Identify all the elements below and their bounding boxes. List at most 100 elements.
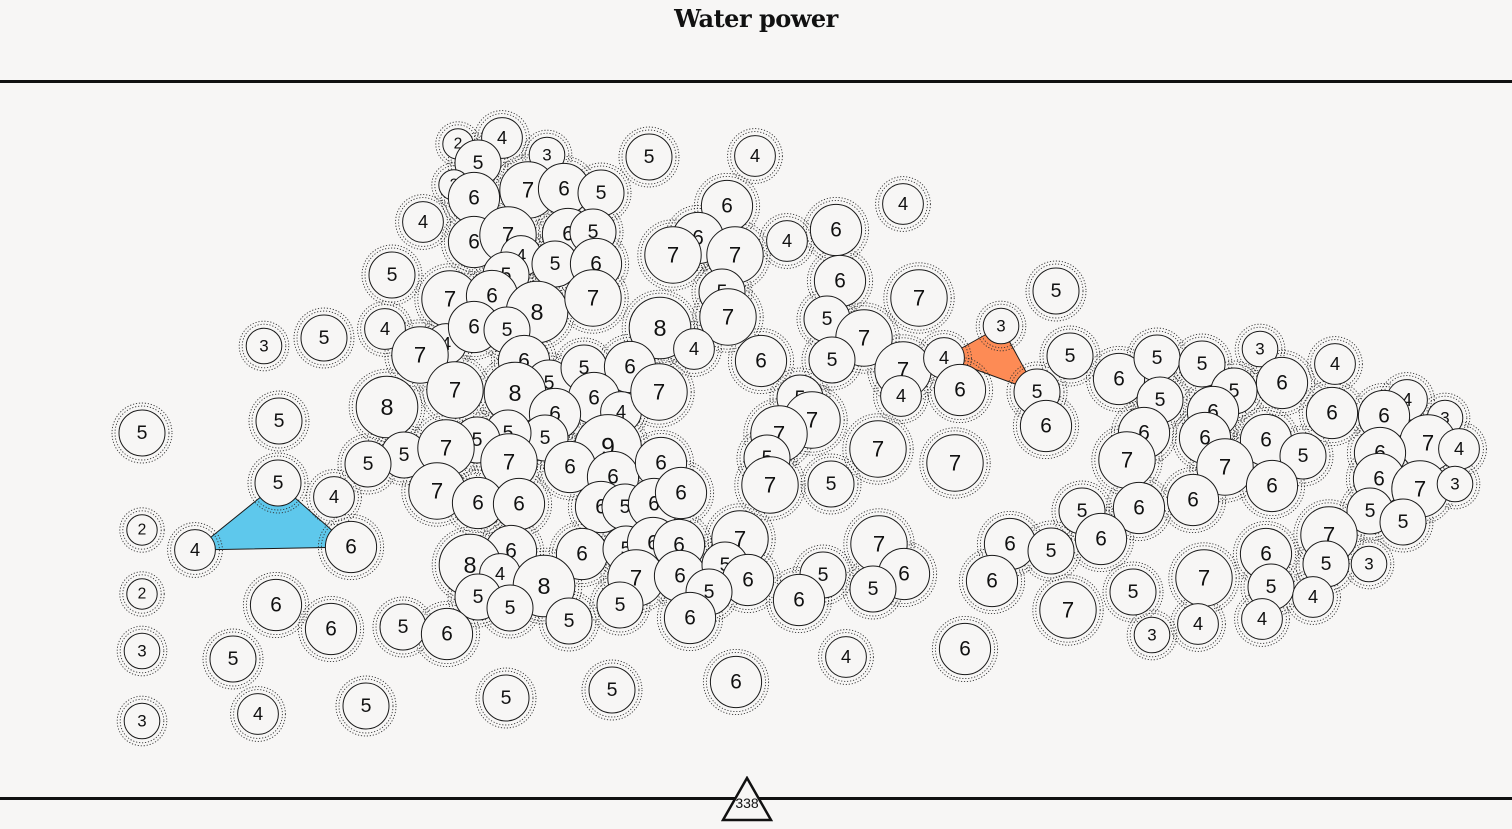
board-node[interactable]: 5	[1027, 527, 1075, 575]
board-node[interactable]: 6	[304, 602, 358, 656]
board-node[interactable]: 4	[766, 220, 808, 262]
node-circle[interactable]	[1279, 432, 1327, 480]
node-circle[interactable]	[880, 375, 922, 417]
node-circle[interactable]	[1109, 568, 1157, 616]
board-node[interactable]: 3	[1241, 330, 1279, 368]
node-circle[interactable]	[630, 363, 688, 421]
node-circle[interactable]	[342, 682, 390, 730]
node-circle[interactable]	[1255, 356, 1309, 410]
board-node[interactable]: 6	[555, 527, 609, 581]
node-circle[interactable]	[245, 327, 283, 365]
board-node[interactable]: 4	[1177, 603, 1219, 645]
board-node[interactable]: 5	[1133, 334, 1181, 382]
node-circle[interactable]	[209, 635, 257, 683]
node-circle[interactable]	[982, 307, 1020, 345]
board-node[interactable]: 4	[237, 693, 279, 735]
board-node[interactable]: 7	[1175, 549, 1233, 607]
board-node[interactable]: 3	[982, 307, 1020, 345]
board-node[interactable]: 7	[391, 326, 449, 384]
board-node[interactable]: 5	[1046, 332, 1094, 380]
board-node[interactable]: 7	[426, 361, 484, 419]
board-node[interactable]: 7	[849, 420, 907, 478]
board-node[interactable]: 6	[965, 554, 1019, 608]
board-node[interactable]: 5	[849, 565, 897, 613]
node-circle[interactable]	[772, 573, 826, 627]
board-node[interactable]: 3	[123, 702, 161, 740]
node-circle[interactable]	[1092, 352, 1146, 406]
board-node[interactable]: 4	[880, 375, 922, 417]
node-circle[interactable]	[123, 702, 161, 740]
board-node[interactable]: 5	[1178, 340, 1226, 388]
board-node[interactable]: 5	[255, 397, 303, 445]
node-circle[interactable]	[699, 288, 757, 346]
board-node[interactable]: 6	[1305, 386, 1359, 440]
board-node[interactable]: 4	[1314, 343, 1356, 385]
node-circle[interactable]	[1245, 459, 1299, 513]
node-circle[interactable]	[926, 434, 984, 492]
board-node[interactable]: 5	[254, 459, 302, 507]
node-circle[interactable]	[300, 314, 348, 362]
node-circle[interactable]	[324, 520, 378, 574]
node-circle[interactable]	[420, 607, 474, 661]
board-node[interactable]: 7	[699, 288, 757, 346]
node-circle[interactable]	[938, 622, 992, 676]
node-circle[interactable]	[890, 269, 948, 327]
board-node[interactable]: 5	[118, 409, 166, 457]
board-node[interactable]: 6	[709, 655, 763, 709]
node-circle[interactable]	[663, 591, 717, 645]
node-circle[interactable]	[486, 584, 534, 632]
board-node[interactable]: 5	[588, 666, 636, 714]
board-node[interactable]: 7	[1039, 581, 1097, 639]
node-circle[interactable]	[126, 578, 158, 610]
board-node[interactable]: 4	[734, 135, 776, 177]
board-node[interactable]: 6	[1074, 512, 1128, 566]
board-node[interactable]: 7	[644, 226, 702, 284]
board-node[interactable]: 7	[417, 419, 475, 477]
node-circle[interactable]	[882, 183, 924, 225]
board-node[interactable]: 5	[808, 336, 856, 384]
board-node[interactable]: 4	[1292, 576, 1334, 618]
node-circle[interactable]	[766, 220, 808, 262]
board-node[interactable]: 7	[564, 269, 622, 327]
node-circle[interactable]	[808, 336, 856, 384]
node-circle[interactable]	[1074, 512, 1128, 566]
node-circle[interactable]	[126, 514, 158, 546]
board-node[interactable]: 5	[1109, 568, 1157, 616]
board-node[interactable]: 6	[933, 363, 987, 417]
board-node[interactable]: 5	[300, 314, 348, 362]
node-circle[interactable]	[734, 334, 788, 388]
board-node[interactable]: 5	[1379, 498, 1427, 546]
board-node[interactable]: 4	[313, 476, 355, 518]
board-node[interactable]: 2	[126, 514, 158, 546]
node-circle[interactable]	[564, 269, 622, 327]
board-node[interactable]: 7	[741, 456, 799, 514]
node-circle[interactable]	[1178, 340, 1226, 388]
node-circle[interactable]	[1112, 481, 1166, 535]
node-circle[interactable]	[1379, 498, 1427, 546]
board-node[interactable]: 5	[807, 460, 855, 508]
board-node[interactable]: 5	[1302, 540, 1350, 588]
board-node[interactable]: 5	[342, 682, 390, 730]
board-node[interactable]: 5	[1279, 432, 1327, 480]
board-node[interactable]: 3	[123, 632, 161, 670]
node-circle[interactable]	[174, 529, 216, 571]
node-circle[interactable]	[1019, 399, 1073, 453]
node-circle[interactable]	[734, 135, 776, 177]
board-node[interactable]: 5	[577, 169, 625, 217]
board-node[interactable]: 6	[324, 520, 378, 574]
node-circle[interactable]	[1314, 343, 1356, 385]
node-circle[interactable]	[249, 578, 303, 632]
board-node[interactable]: 6	[809, 203, 863, 257]
node-circle[interactable]	[1046, 332, 1094, 380]
node-circle[interactable]	[304, 602, 358, 656]
board-node[interactable]: 4	[673, 328, 715, 370]
board-node[interactable]: 5	[482, 674, 530, 722]
node-circle[interactable]	[123, 632, 161, 670]
board-node[interactable]: 6	[492, 477, 546, 531]
node-circle[interactable]	[1350, 545, 1388, 583]
board-node[interactable]: 6	[249, 578, 303, 632]
node-circle[interactable]	[118, 409, 166, 457]
node-circle[interactable]	[313, 476, 355, 518]
board-node[interactable]: 6	[1019, 399, 1073, 453]
board-node[interactable]: 3	[1436, 465, 1474, 503]
